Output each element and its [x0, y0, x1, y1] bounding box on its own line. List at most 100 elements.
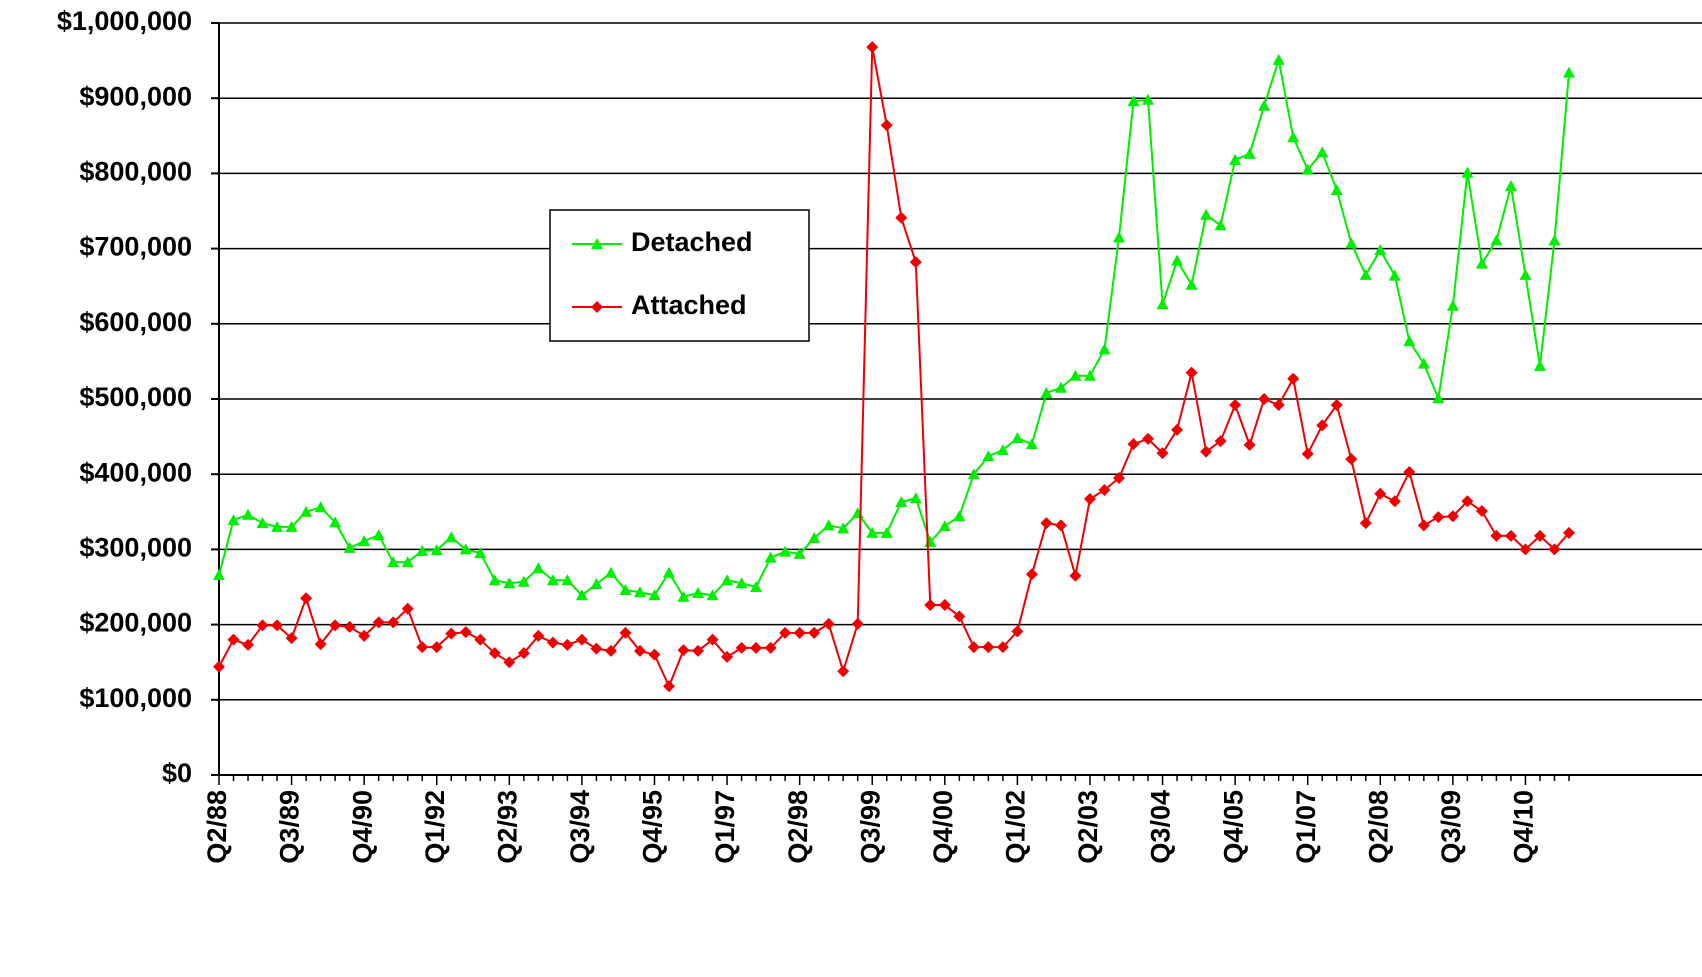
data-point	[1098, 343, 1111, 355]
data-point	[619, 626, 632, 639]
data-point	[1563, 526, 1575, 539]
x-tick-label: Q4/10	[1509, 790, 1539, 864]
data-point	[1403, 335, 1416, 347]
data-point	[1446, 299, 1459, 311]
data-point	[1113, 231, 1125, 243]
data-point	[1069, 369, 1082, 381]
data-point	[808, 626, 821, 639]
x-tick-label: Q1/02	[1001, 790, 1031, 864]
data-point	[314, 638, 327, 651]
x-tick-label: Q2/93	[492, 790, 522, 864]
data-point	[387, 556, 400, 568]
data-point	[459, 543, 472, 555]
x-tick-label: Q1/97	[710, 790, 740, 864]
data-point	[358, 535, 371, 547]
data-point	[996, 444, 1009, 456]
series-line	[218, 46, 1570, 689]
data-point	[1548, 543, 1561, 556]
x-tick-label: Q4/05	[1218, 790, 1248, 864]
data-point	[706, 633, 719, 646]
y-tick-label: $700,000	[79, 232, 192, 262]
data-point	[213, 660, 225, 673]
legend-box	[549, 209, 810, 342]
legend-marker	[591, 301, 603, 313]
data-point	[1200, 208, 1213, 220]
data-point	[866, 41, 879, 54]
data-point	[1533, 359, 1546, 371]
data-point	[1504, 529, 1517, 542]
data-point	[1417, 357, 1430, 369]
y-tick-label: $100,000	[79, 683, 192, 713]
data-point	[271, 619, 284, 632]
data-point	[895, 211, 908, 224]
data-point	[401, 556, 414, 568]
data-point	[633, 644, 646, 657]
data-point	[343, 541, 356, 553]
data-point	[300, 592, 313, 605]
data-point	[866, 526, 879, 538]
data-point	[1287, 372, 1300, 385]
data-point	[1330, 399, 1343, 412]
y-tick-label: $200,000	[79, 608, 192, 638]
data-point	[1345, 453, 1358, 466]
data-point	[721, 574, 734, 586]
data-point	[633, 586, 646, 598]
x-tick-label: Q3/99	[855, 790, 885, 864]
y-tick-label: $300,000	[79, 533, 192, 563]
x-tick-label: Q1/07	[1291, 790, 1321, 864]
data-point	[1519, 543, 1532, 556]
data-point	[517, 647, 530, 660]
data-point	[1359, 517, 1372, 530]
data-point	[1461, 166, 1474, 178]
data-point	[503, 656, 516, 669]
data-point	[1142, 432, 1155, 445]
data-point	[750, 581, 763, 592]
data-point	[445, 531, 458, 543]
data-point	[1200, 445, 1213, 458]
data-point	[764, 551, 777, 563]
x-tick-label: Q3/89	[275, 790, 305, 864]
x-tick-label: Q2/98	[783, 790, 813, 864]
data-point	[1156, 298, 1169, 310]
data-point	[546, 636, 559, 649]
data-point	[1490, 529, 1503, 542]
y-tick-label: $0	[162, 758, 192, 788]
data-point	[1461, 495, 1474, 508]
data-point	[880, 119, 893, 132]
data-point	[648, 648, 661, 661]
data-point	[575, 633, 588, 646]
data-point	[285, 632, 298, 645]
data-point	[416, 544, 429, 556]
data-point	[488, 647, 501, 660]
data-point	[750, 641, 763, 654]
data-point	[474, 633, 487, 646]
data-point	[1258, 99, 1271, 111]
data-point	[1475, 505, 1488, 518]
data-point	[1519, 268, 1532, 280]
data-point	[619, 584, 632, 596]
data-point	[1258, 393, 1271, 405]
data-point	[590, 642, 603, 655]
x-tick-label: Q4/90	[347, 790, 377, 864]
data-point	[1374, 244, 1387, 256]
data-point	[474, 547, 487, 559]
data-point	[1127, 438, 1140, 451]
data-point	[663, 680, 675, 693]
x-tick-label: Q3/94	[565, 790, 595, 864]
y-tick-label: $800,000	[79, 157, 192, 187]
data-point	[982, 641, 995, 654]
data-point	[256, 619, 269, 632]
data-point	[1243, 438, 1256, 451]
x-tick-label: Q2/03	[1073, 790, 1103, 864]
y-tick-label: $400,000	[79, 457, 192, 487]
data-point	[1388, 269, 1401, 281]
data-point	[503, 577, 516, 589]
data-point	[648, 589, 661, 601]
data-point	[837, 665, 850, 678]
data-point	[909, 256, 922, 269]
data-point	[1025, 438, 1038, 450]
data-point	[242, 638, 255, 651]
data-point	[1185, 366, 1198, 379]
data-point	[1025, 568, 1038, 581]
data-point	[1316, 146, 1329, 158]
